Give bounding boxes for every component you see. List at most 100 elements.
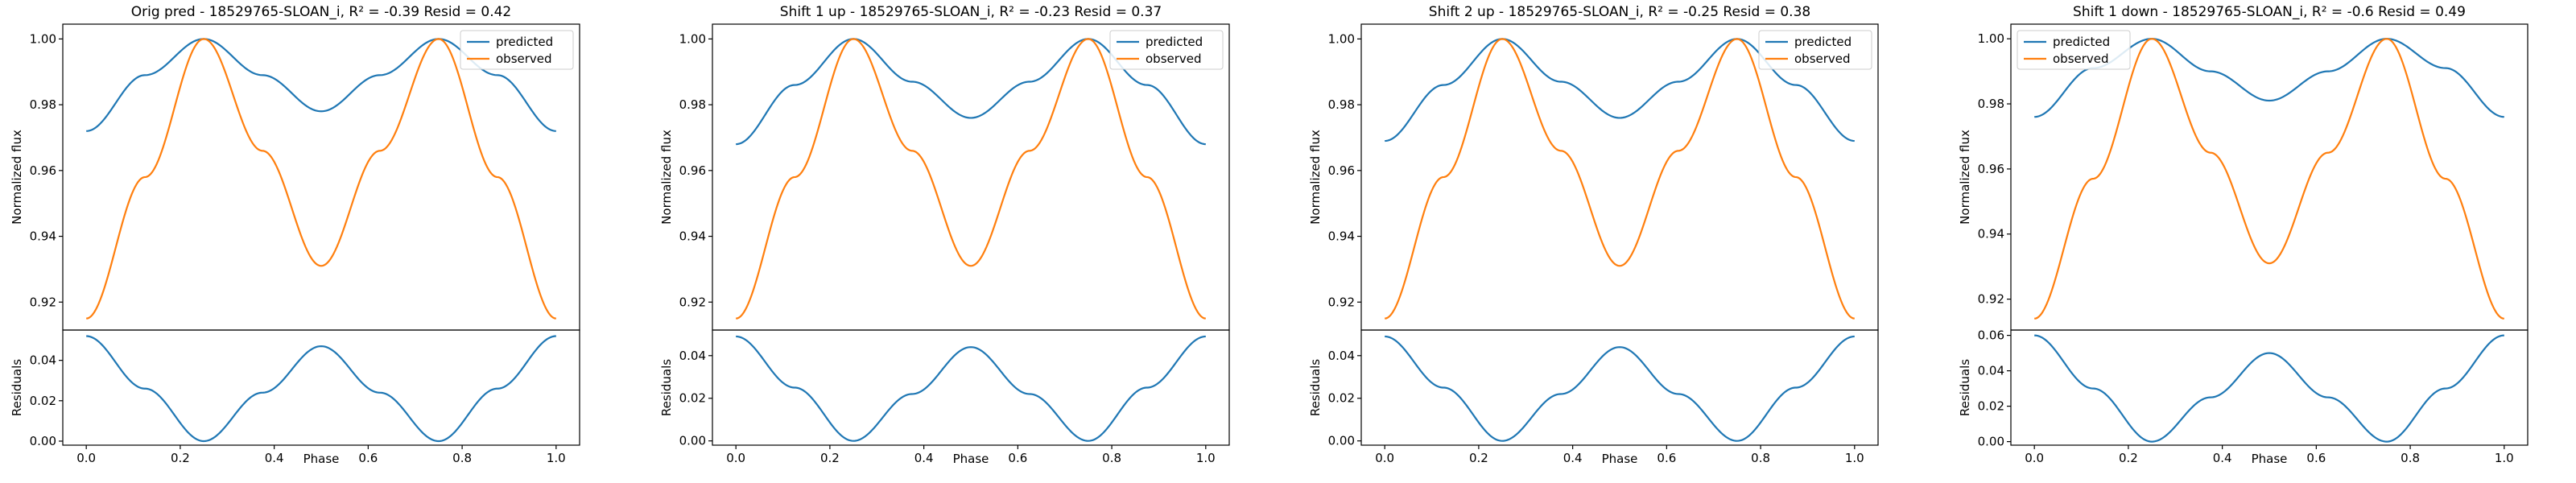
y-tick-label: 0.96: [1328, 163, 1355, 178]
residual-line: [736, 335, 1206, 442]
series-line-predicted: [1385, 38, 1855, 142]
y-tick-label: 0.98: [30, 97, 56, 112]
chart-title: Orig pred - 18529765-SLOAN_i, R² = -0.39…: [131, 4, 512, 20]
residual-y-tick-label: 0.00: [1328, 434, 1355, 448]
x-tick-label: 0.6: [2306, 451, 2326, 465]
x-tick-label: 0.8: [1751, 451, 1770, 465]
y-axis-label: Normalized flux: [1958, 130, 1972, 225]
residual-y-axis-label: Residuals: [10, 359, 24, 416]
axes-frame-bottom: [2010, 329, 2529, 446]
legend-label-predicted: predicted: [1794, 35, 1852, 49]
chart-title: Shift 2 up - 18529765-SLOAN_i, R² = -0.2…: [1429, 4, 1810, 20]
chart-panel-1: 0.92 0.94 0.96 0.98 1.00 Orig pred - 18529765…: [10, 4, 580, 466]
x-tick-label: 1.0: [2495, 451, 2514, 465]
x-axis-label: Phase: [1602, 452, 1638, 466]
x-tick-label: 0.2: [1469, 451, 1488, 465]
series-line-predicted: [736, 38, 1206, 146]
residual-y-tick-label: 0.02: [1978, 399, 2004, 414]
y-tick-label: 0.92: [1978, 292, 2004, 307]
chart-panel-3: 0.92 0.94 0.96 0.98 1.00 Shift 2 up - 1852976…: [1308, 4, 1879, 466]
chart-title: Shift 1 up - 18529765-SLOAN_i, R² = -0.2…: [780, 4, 1162, 20]
x-tick-label: 0.0: [76, 451, 96, 465]
residual-y-tick-label: 0.00: [30, 434, 56, 448]
y-tick-label: 1.00: [1328, 31, 1355, 46]
x-tick-label: 0.8: [2401, 451, 2420, 465]
axes-frame-bottom: [62, 329, 580, 446]
x-tick-label: 1.0: [1196, 451, 1216, 465]
y-tick-label: 1.00: [1978, 31, 2004, 46]
residual-y-tick-label: 0.04: [679, 349, 706, 363]
residual-line: [1385, 335, 1855, 442]
y-tick-label: 0.96: [679, 163, 706, 178]
series-line-observed: [2034, 38, 2504, 320]
series-line-observed: [86, 38, 556, 320]
legend-label-predicted: predicted: [1146, 35, 1203, 49]
legend: predicted observed: [1758, 30, 1872, 70]
chart-title: Shift 1 down - 18529765-SLOAN_i, R² = -0…: [2073, 4, 2466, 20]
x-tick-label: 0.4: [914, 451, 934, 465]
y-tick-label: 0.94: [1328, 229, 1355, 244]
y-tick-label: 1.00: [30, 31, 56, 46]
legend-label-observed: observed: [496, 52, 552, 66]
y-tick-label: 0.96: [30, 163, 56, 178]
x-tick-label: 0.0: [726, 451, 745, 465]
y-tick-label: 0.98: [679, 97, 706, 112]
y-tick-label: 1.00: [679, 31, 706, 46]
residual-y-tick-label: 0.06: [1978, 328, 2004, 343]
residual-y-tick-label: 0.04: [30, 353, 56, 368]
x-tick-label: 0.8: [1102, 451, 1121, 465]
y-axis-label: Normalized flux: [1308, 130, 1323, 225]
legend-label-predicted: predicted: [2053, 35, 2110, 49]
y-tick-label: 0.92: [30, 295, 56, 309]
residual-y-tick-label: 0.02: [679, 391, 706, 406]
axes-frame-bottom: [712, 329, 1230, 446]
axes-frame-bottom: [1360, 329, 1879, 446]
x-tick-label: 1.0: [547, 451, 566, 465]
legend-label-observed: observed: [2053, 52, 2109, 66]
y-tick-label: 0.98: [1328, 97, 1355, 112]
x-tick-label: 0.2: [820, 451, 840, 465]
y-tick-label: 0.98: [1978, 97, 2004, 111]
y-tick-label: 0.94: [679, 229, 706, 244]
residual-y-axis-label: Residuals: [659, 359, 674, 416]
x-tick-label: 0.2: [171, 451, 190, 465]
x-tick-label: 0.8: [452, 451, 472, 465]
chart-panel-4: 0.92 0.94 0.96 0.98 1.00 Shift 1 down - 18529…: [1958, 4, 2529, 466]
residual-y-tick-label: 0.00: [679, 434, 706, 448]
residual-y-axis-label: Residuals: [1308, 359, 1323, 416]
legend: predicted observed: [1109, 30, 1224, 70]
y-tick-label: 0.92: [1328, 295, 1355, 309]
x-tick-label: 0.4: [2213, 451, 2232, 465]
legend: predicted observed: [460, 30, 574, 70]
x-axis-label: Phase: [2252, 452, 2288, 466]
x-tick-label: 0.2: [2119, 451, 2138, 465]
y-tick-label: 0.96: [1978, 162, 2004, 176]
residual-line: [2034, 334, 2504, 443]
y-tick-label: 0.92: [679, 295, 706, 309]
y-axis-label: Normalized flux: [10, 130, 24, 225]
x-tick-label: 0.4: [265, 451, 284, 465]
x-tick-label: 1.0: [1845, 451, 1864, 465]
residual-y-tick-label: 0.04: [1978, 364, 2004, 378]
y-tick-label: 0.94: [30, 229, 56, 244]
legend: predicted observed: [2017, 30, 2131, 70]
residual-y-tick-label: 0.02: [30, 394, 56, 408]
x-tick-label: 0.0: [2025, 451, 2044, 465]
residual-y-axis-label: Residuals: [1958, 359, 1972, 416]
x-tick-label: 0.6: [358, 451, 378, 465]
x-tick-label: 0.0: [1375, 451, 1394, 465]
residual-y-tick-label: 0.04: [1328, 349, 1355, 363]
residual-y-tick-label: 0.02: [1328, 391, 1355, 406]
x-axis-label: Phase: [303, 452, 340, 466]
x-tick-label: 0.4: [1563, 451, 1583, 465]
chart-panel-2: 0.92 0.94 0.96 0.98 1.00 Shift 1 up - 1852976…: [659, 4, 1230, 466]
x-axis-label: Phase: [953, 452, 989, 466]
legend-label-observed: observed: [1146, 52, 1202, 66]
y-tick-label: 0.94: [1978, 227, 2004, 242]
x-tick-label: 0.6: [1657, 451, 1676, 465]
x-tick-label: 0.6: [1008, 451, 1027, 465]
legend-label-observed: observed: [1794, 52, 1851, 66]
y-axis-label: Normalized flux: [659, 130, 674, 225]
